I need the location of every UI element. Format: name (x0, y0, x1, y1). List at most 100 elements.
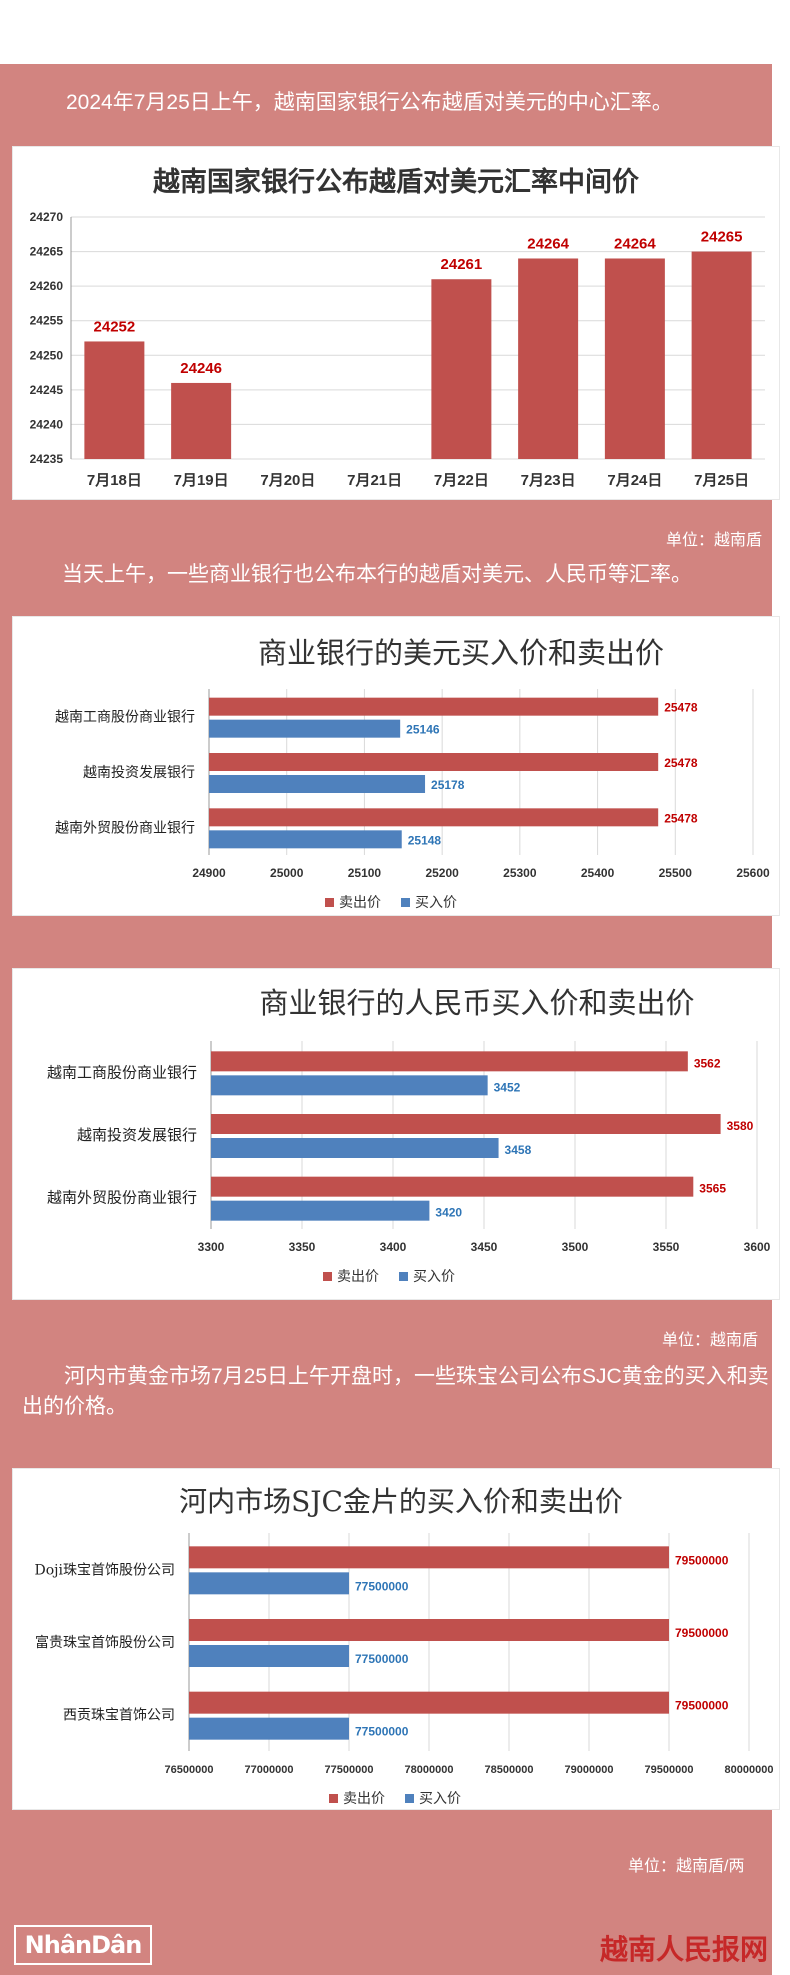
x-tick-label: 7月18日 (87, 472, 142, 489)
legend-swatch (323, 1272, 332, 1281)
nhandan-logo: NhânDân (14, 1925, 152, 1965)
data-label: 24261 (441, 256, 483, 273)
x-tick-label: 7月21日 (347, 472, 402, 489)
x-tick-label: 7月19日 (174, 472, 229, 489)
intro-text-commercial-banks: 当天上午，一些商业银行也公布本行的越盾对美元、人民币等汇率。 (62, 563, 692, 586)
x-tick-label: 77000000 (245, 1764, 294, 1776)
x-tick-label: 3400 (380, 1240, 407, 1254)
y-tick-label: 24245 (30, 383, 64, 397)
x-tick-label: 7月20日 (260, 472, 315, 489)
category-label: 富贵珠宝首饰股份公司 (35, 1634, 175, 1651)
data-label: 25148 (408, 833, 442, 847)
data-label: 25478 (664, 701, 698, 715)
x-tick-label: 77500000 (325, 1764, 374, 1776)
x-tick-label: 80000000 (725, 1764, 774, 1776)
bar (211, 1114, 721, 1134)
bar (691, 251, 752, 459)
x-tick-label: 78000000 (405, 1764, 454, 1776)
bar (209, 719, 401, 738)
x-tick-label: 7月22日 (434, 472, 489, 489)
x-tick-label: 25500 (659, 866, 693, 880)
data-label: 24265 (701, 229, 743, 246)
legend-swatch (401, 898, 410, 907)
x-tick-label: 79500000 (645, 1764, 694, 1776)
x-tick-label: 3600 (744, 1240, 771, 1254)
bar (209, 753, 659, 771)
x-tick-label: 25300 (503, 866, 537, 880)
y-tick-label: 24255 (30, 314, 64, 328)
y-tick-label: 24240 (30, 417, 64, 431)
category-label: Doji珠宝首饰股份公司 (35, 1562, 175, 1578)
bar (211, 1176, 694, 1197)
x-tick-label: 76500000 (165, 1764, 214, 1776)
category-label: 越南投资发展银行 (77, 1126, 197, 1144)
x-tick-label: 25000 (270, 866, 304, 880)
legend-swatch (325, 898, 334, 907)
central-rate-chart: 越南国家银行公布越盾对美元汇率中间价 24235 24240 24245 24250 2… (12, 146, 780, 500)
x-tick-label: 7月25日 (694, 472, 749, 489)
chart-title: 河内市场SJC金片的买入价和卖出价 (179, 1485, 623, 1518)
usd-bank-rate-chart-svg: 商业银行的美元买入价和卖出价 24900 25000 25100 25200 25300… (55, 636, 770, 910)
y-tick-label: 24265 (30, 245, 64, 259)
x-tick-label: 3500 (562, 1240, 589, 1254)
data-label: 77500000 (355, 1652, 409, 1666)
legend-swatch (399, 1272, 408, 1281)
bar (209, 775, 426, 793)
data-label: 3458 (505, 1143, 532, 1157)
data-label: 25178 (431, 778, 465, 792)
bar (171, 382, 232, 459)
data-label: 77500000 (355, 1725, 409, 1739)
category-label: 越南工商股份商业银行 (55, 710, 195, 726)
y-tick-label: 24270 (30, 210, 64, 224)
bar (84, 341, 145, 459)
data-label: 25478 (664, 756, 698, 770)
x-tick-label: 7月24日 (607, 472, 662, 489)
data-label: 3580 (727, 1119, 754, 1133)
legend-swatch (329, 1794, 338, 1803)
x-tick-label: 7月23日 (521, 472, 576, 489)
site-name: 越南人民报网 (599, 1933, 768, 1966)
x-tick-label: 24900 (192, 866, 226, 880)
bar (189, 1645, 349, 1667)
sjc-gold-price-chart: 河内市场SJC金片的买入价和卖出价 76500000 77000000 775000… (12, 1468, 780, 1810)
data-label: 3562 (694, 1056, 721, 1070)
category-label: 西贡珠宝首饰公司 (63, 1708, 175, 1724)
chart-title: 商业银行的美元买入价和卖出价 (258, 636, 664, 670)
data-label: 79500000 (675, 1626, 729, 1640)
legend-label: 买入价 (419, 1790, 461, 1806)
unit-label-3: 单位：越南盾/两 (628, 1858, 745, 1875)
data-label: 24264 (614, 235, 656, 252)
data-label: 24246 (180, 360, 222, 377)
legend-label: 卖出价 (339, 894, 381, 910)
x-tick-label: 25200 (425, 866, 459, 880)
y-tick-label: 24235 (30, 452, 64, 466)
intro-text-gold-market: 河内市黄金市场7月25日上午开盘时，一些珠宝公司公布SJC黄金的买入和卖出的价格… (22, 1365, 769, 1418)
x-tick-label: 78500000 (485, 1764, 534, 1776)
x-tick-label: 3300 (198, 1240, 225, 1254)
bar (211, 1200, 430, 1221)
bar (431, 279, 492, 459)
usd-bank-rate-chart: 商业银行的美元买入价和卖出价 24900 25000 25100 25200 25300… (12, 616, 780, 916)
data-label: 77500000 (355, 1579, 409, 1593)
sjc-gold-price-chart-svg: 河内市场SJC金片的买入价和卖出价 76500000 77000000 775000… (35, 1485, 774, 1806)
unit-label-1: 单位：越南盾 (666, 532, 763, 549)
bar (189, 1572, 349, 1595)
x-tick-label: 25600 (736, 866, 770, 880)
y-tick-label: 24260 (30, 279, 64, 293)
data-label: 25478 (664, 811, 698, 825)
legend-swatch (405, 1794, 414, 1803)
x-tick-label: 79000000 (565, 1764, 614, 1776)
category-label: 越南外贸股份商业银行 (55, 820, 195, 836)
category-label: 越南投资发展银行 (83, 765, 195, 781)
data-label: 25146 (406, 723, 440, 737)
data-label: 3420 (435, 1206, 462, 1220)
legend-label: 买入价 (415, 894, 457, 910)
cny-bank-rate-chart: 商业银行的人民币买入价和卖出价 3300 3350 3400 3450 3500 3550… (12, 968, 780, 1300)
bar (209, 697, 659, 716)
bar (518, 258, 579, 459)
data-label: 79500000 (675, 1553, 729, 1567)
data-label: 24252 (94, 318, 136, 335)
legend-label: 卖出价 (337, 1268, 379, 1284)
data-label: 3452 (494, 1080, 521, 1094)
x-tick-label: 3350 (289, 1240, 316, 1254)
